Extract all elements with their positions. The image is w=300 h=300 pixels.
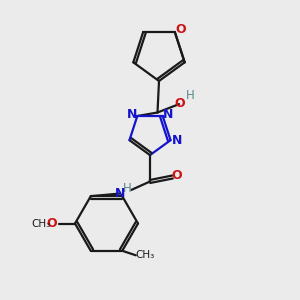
Text: N: N — [163, 108, 173, 121]
Text: CH₃: CH₃ — [135, 250, 154, 260]
Text: O: O — [46, 217, 57, 230]
Text: O: O — [175, 23, 186, 36]
Text: CH₃: CH₃ — [32, 219, 51, 229]
Text: N: N — [115, 187, 125, 200]
Text: H: H — [186, 89, 195, 102]
Text: N: N — [172, 134, 182, 147]
Text: H: H — [123, 182, 132, 196]
Text: O: O — [174, 97, 185, 110]
Text: O: O — [172, 169, 182, 182]
Text: N: N — [127, 108, 137, 121]
